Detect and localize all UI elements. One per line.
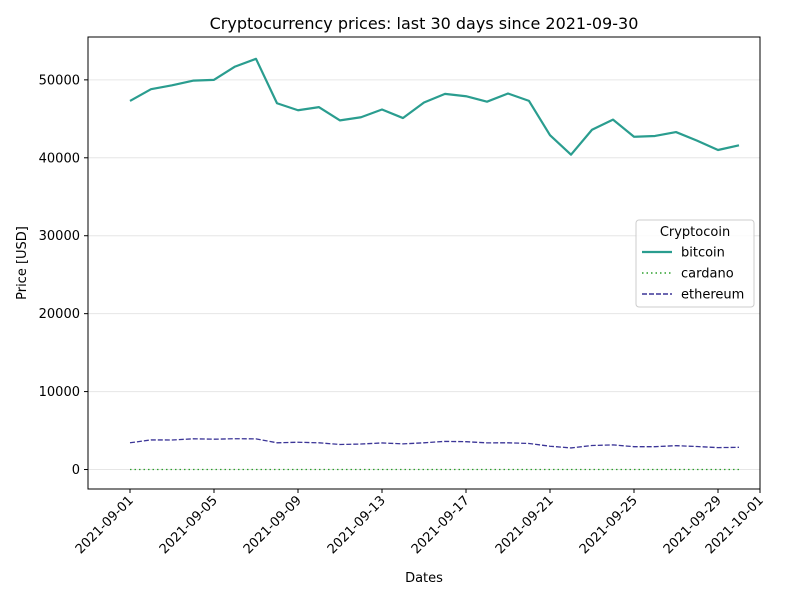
legend-frame xyxy=(635,219,755,308)
legend-label-ethereum: ethereum xyxy=(681,288,744,303)
plot-frame xyxy=(87,36,761,490)
chart-title: Cryptocurrency prices: last 30 days sinc… xyxy=(210,14,639,33)
legend-label-cardano: cardano xyxy=(681,267,734,282)
series-line-ethereum xyxy=(129,438,740,449)
y-tick-label: 40000 xyxy=(39,151,80,166)
grid-lines xyxy=(88,79,760,471)
legend-title: Cryptocoin xyxy=(660,225,730,240)
y-tick-label: 10000 xyxy=(39,385,80,400)
y-tick-label: 20000 xyxy=(39,307,80,322)
y-tick-label: 50000 xyxy=(39,73,80,88)
y-tick-label: 0 xyxy=(72,463,80,478)
series-lines xyxy=(129,57,740,471)
y-axis-title: Price [USD] xyxy=(15,226,30,300)
y-tick-label: 30000 xyxy=(39,229,80,244)
x-axis-title: Dates xyxy=(405,571,443,586)
legend-label-bitcoin: bitcoin xyxy=(681,246,725,261)
series-line-bitcoin xyxy=(129,57,740,156)
legend-entries: bitcoin cardano ethereum xyxy=(642,246,744,303)
legend: Cryptocoin bitcoin cardano ethereum xyxy=(635,219,755,308)
y-axis: 0 10000 20000 30000 40000 50000 xyxy=(39,73,88,478)
